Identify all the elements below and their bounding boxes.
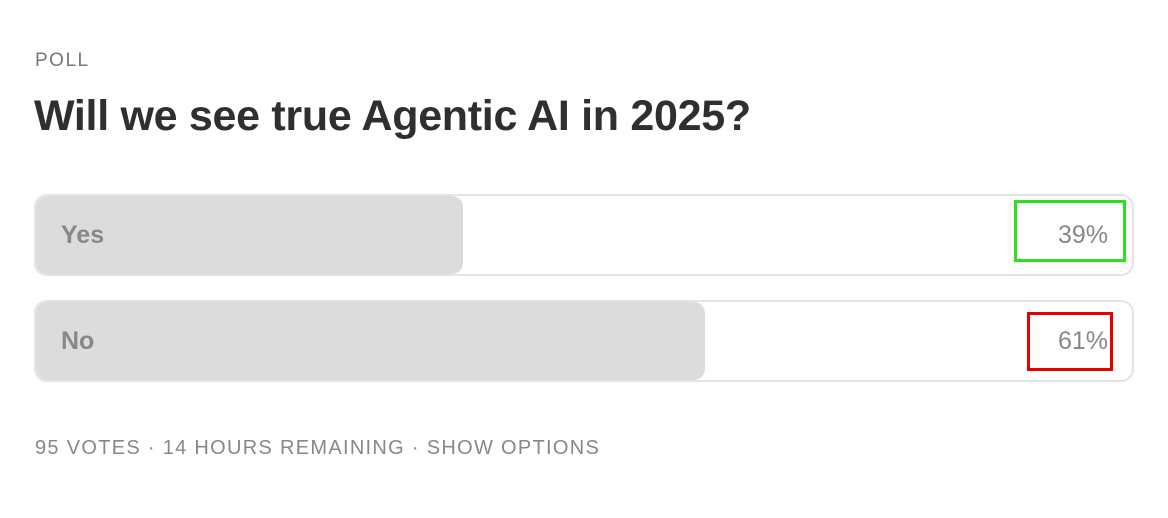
option-label: Yes xyxy=(61,221,105,249)
poll-option[interactable]: Yes 39% xyxy=(34,194,1134,276)
option-percent: 61% xyxy=(1057,327,1108,355)
time-remaining: 14 HOURS REMAINING xyxy=(162,437,406,459)
separator xyxy=(420,437,427,459)
vote-count: 95 VOTES xyxy=(35,437,141,459)
separator: · xyxy=(411,437,420,459)
result-bar xyxy=(36,196,464,274)
separator xyxy=(141,437,148,459)
separator: · xyxy=(147,437,156,459)
poll-option[interactable]: No 61% xyxy=(34,300,1134,382)
result-bar xyxy=(36,302,705,380)
poll-kicker: POLL xyxy=(35,50,90,71)
show-options[interactable]: SHOW OPTIONS xyxy=(426,437,601,459)
highlight-box xyxy=(1027,312,1113,371)
option-label: No xyxy=(61,327,95,355)
highlight-box xyxy=(1014,200,1126,262)
option-percent: 39% xyxy=(1057,221,1108,249)
separator xyxy=(405,437,412,459)
poll-footer: 95 VOTES · 14 HOURS REMAINING · SHOW OPT… xyxy=(35,437,600,460)
separator xyxy=(156,437,163,459)
poll-question: Will we see true Agentic AI in 2025? xyxy=(34,92,751,140)
